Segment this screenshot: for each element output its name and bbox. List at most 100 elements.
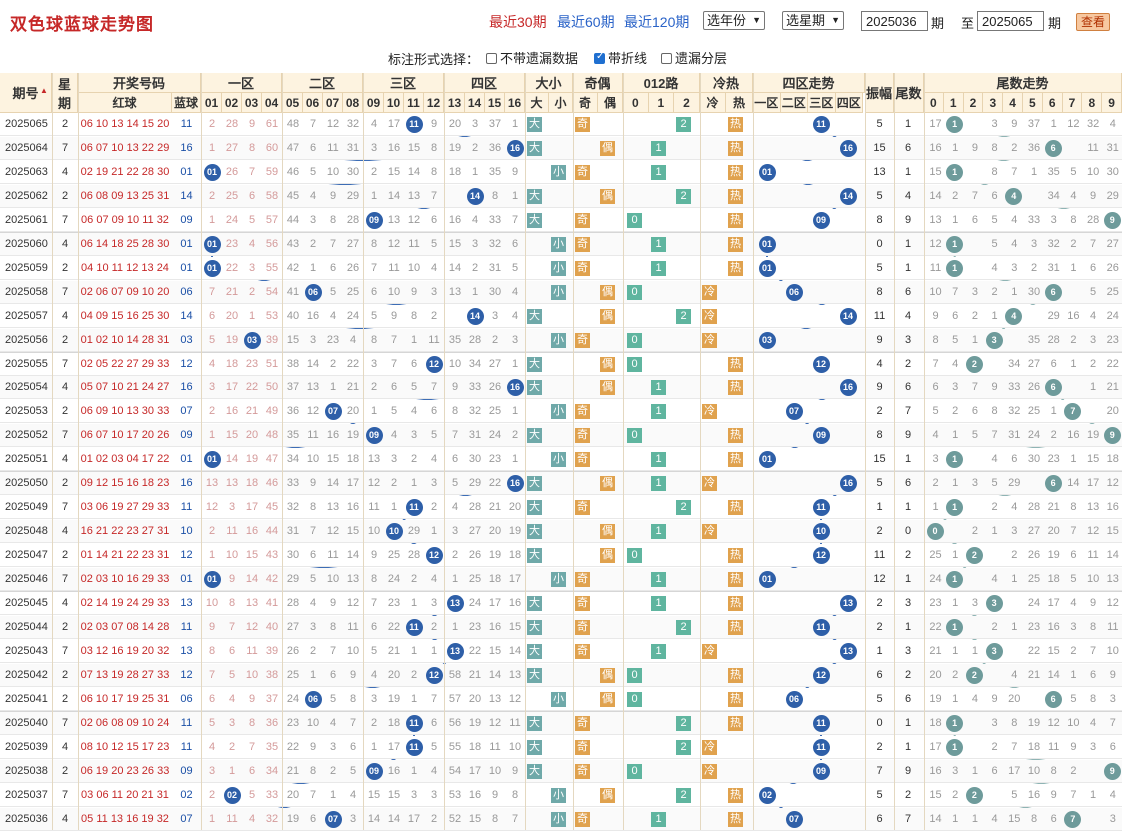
parity-mark: 奇 [575, 811, 590, 827]
issue-to-input[interactable] [977, 11, 1044, 31]
polyline-checkbox[interactable] [594, 51, 605, 64]
table-row [0, 735, 1122, 759]
miss-cell: 15 [286, 333, 300, 346]
miss-cell: 1 [208, 549, 216, 562]
tail-miss-cell: 16 [1027, 788, 1041, 801]
miss-cell: 6 [208, 692, 216, 705]
miss-cell: 33 [488, 213, 502, 226]
tail-miss-cell: 3 [991, 118, 998, 130]
blue-number: 01 [180, 453, 193, 466]
tail-miss-cell: 35 [1047, 165, 1060, 178]
miss-layer-checkbox[interactable] [661, 53, 672, 64]
tail-miss-cell: 8 [1090, 620, 1097, 633]
tail-miss-cell: 16 [1106, 501, 1119, 514]
tail-miss-cell: 8 [1090, 692, 1097, 705]
zone-ball: 13 [839, 642, 857, 660]
blue-number: 01 [180, 237, 193, 250]
miss-cell: 22 [286, 740, 300, 753]
polyline-option[interactable]: 带折线 [594, 48, 647, 67]
tail-miss-cell: 2 [991, 501, 998, 514]
miss-cell: 45 [265, 501, 279, 514]
tail-miss-cell: 4 [1011, 501, 1018, 514]
red-numbers: 06 10 13 14 15 20 [80, 118, 170, 130]
miss-cell: 3 [309, 213, 317, 226]
view-button[interactable]: 查看 [1076, 13, 1110, 31]
no-miss-option[interactable]: 不带遗漏数据 [486, 48, 578, 67]
miss-cell: 60 [265, 141, 279, 154]
period-cell: 2025043 [5, 644, 48, 657]
recent-60-link[interactable]: 最近60期 [557, 14, 615, 30]
miss-cell: 1 [370, 189, 378, 202]
sort-arrow-icon[interactable]: ▲ [40, 86, 48, 95]
tail-miss-cell: 5 [952, 333, 959, 346]
miss-layer-option[interactable]: 遗漏分层 [661, 48, 727, 67]
tail-miss-cell: 19 [1047, 549, 1060, 562]
miss-cell: 5 [430, 429, 438, 442]
miss-cell: 9 [430, 118, 438, 130]
size-mark: 大 [527, 380, 542, 396]
group-divider [0, 471, 1122, 473]
miss-cell: 10 [367, 525, 381, 538]
tail-miss-cell: 1 [1030, 165, 1038, 178]
zone-ball: 12 [812, 666, 830, 684]
miss-cell: 12 [306, 405, 320, 418]
road-mark: 0 [627, 667, 642, 683]
size-mark: 大 [527, 524, 542, 540]
tail-cell: 4 [904, 309, 912, 322]
miss-cell: 4 [309, 189, 317, 202]
miss-cell: 3 [349, 812, 357, 825]
week-cell: 2 [61, 549, 69, 562]
miss-cell: 1 [511, 118, 519, 130]
blue-ball: 16 [506, 379, 524, 397]
blue-ball: 11 [405, 738, 423, 756]
week-select[interactable]: 选星期 ▼ [782, 11, 844, 30]
odd-col: 奇 [573, 93, 598, 113]
miss-cell: 2 [390, 477, 398, 490]
tail-miss-cell: 4 [991, 812, 998, 825]
miss-cell: 6 [329, 261, 337, 274]
hotcold-mark: 热 [728, 619, 743, 635]
road-header: 012路 [623, 73, 700, 93]
miss-cell: 40 [265, 620, 279, 633]
miss-cell: 2 [228, 740, 236, 753]
week-cell: 2 [61, 477, 69, 490]
miss-cell: 20 [225, 309, 239, 322]
tail-ball: 3 [985, 642, 1003, 660]
tail-miss-cell: 9 [991, 381, 998, 394]
zone-ball: 09 [812, 427, 830, 445]
tail-miss-cell: 8 [991, 141, 998, 154]
issue-from-input[interactable] [861, 11, 928, 31]
year-select[interactable]: 选年份 ▼ [703, 11, 765, 30]
table-row [0, 759, 1122, 783]
tail-cell: 2 [904, 357, 912, 370]
miss-cell: 11 [408, 237, 420, 250]
tail-miss-cell: 8 [1050, 764, 1057, 777]
miss-cell: 3 [471, 237, 479, 250]
recent-120-link[interactable]: 最近120期 [624, 14, 690, 30]
road-mark: 1 [651, 260, 666, 276]
tail-miss-cell: 7 [1011, 165, 1018, 178]
tail-ball: 9 [1103, 211, 1121, 229]
tail-cell: 7 [904, 405, 912, 418]
size-mark: 小 [551, 332, 566, 348]
tail-ball: 2 [965, 547, 983, 565]
tail-ball: 7 [1064, 403, 1082, 421]
size-mark: 小 [551, 236, 566, 252]
no-miss-checkbox[interactable] [486, 53, 497, 64]
tail-miss-cell: 23 [929, 597, 942, 609]
tail-miss-cell: 25 [929, 549, 942, 562]
miss-cell: 1 [451, 620, 459, 633]
miss-cell: 40 [286, 309, 300, 322]
size-mark: 大 [527, 476, 542, 492]
miss-cell: 31 [488, 261, 502, 274]
tail-miss-cell: 8 [991, 405, 998, 418]
tail-miss-cell: 2 [991, 740, 998, 753]
period-cell: 2025044 [5, 620, 48, 633]
tail-ball: 2 [965, 666, 983, 684]
miss-cell: 13 [245, 597, 259, 609]
tail-ball: 1 [946, 499, 964, 517]
parity-mark: 奇 [575, 596, 590, 611]
blue-ball: 16 [506, 475, 524, 493]
miss-cell: 2 [309, 237, 317, 250]
recent-30-link[interactable]: 最近30期 [489, 14, 547, 30]
